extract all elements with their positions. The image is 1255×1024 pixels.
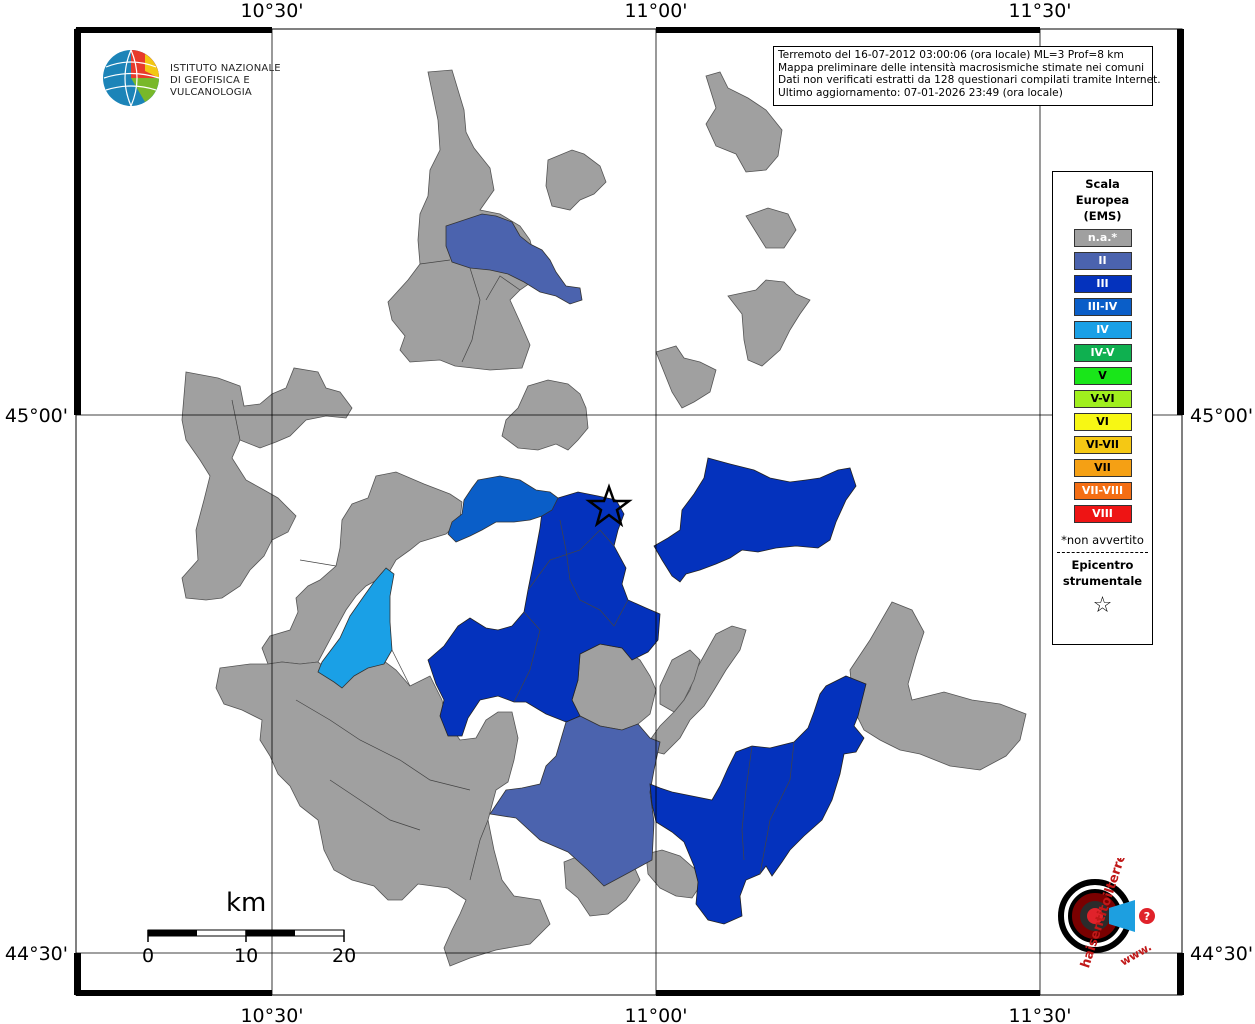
- municipalities-iv: [317, 567, 395, 689]
- legend-item: III-IV: [1073, 298, 1132, 316]
- frame-bar: [656, 990, 1040, 996]
- logo-line-2: DI GEOFISICA E VULCANOLOGIA: [170, 75, 252, 98]
- municipalities-iii: [427, 457, 867, 925]
- coord-top-1: 10°30': [240, 0, 303, 22]
- globe-icon: [103, 49, 160, 107]
- legend-item: VII: [1073, 459, 1132, 477]
- event-info-line-4: Ultimo aggiornamento: 07-01-2026 23:49 (…: [778, 86, 1063, 99]
- municipalities-ii: [445, 213, 661, 887]
- coord-bottom-3: 11°30': [1008, 1005, 1071, 1024]
- hsi-logo: ? haisentitoilterremoto.it www.: [1035, 801, 1165, 978]
- frame-bar: [74, 29, 81, 415]
- scale-bar: [147, 929, 345, 942]
- legend-item: VII-VIII: [1073, 482, 1132, 500]
- frame-bar: [656, 27, 1040, 33]
- coord-top-2: 11°00': [624, 0, 687, 22]
- scale-tick-0: 0: [142, 945, 155, 967]
- legend-item: V-VI: [1073, 390, 1132, 408]
- coord-right-2: 44°30': [1190, 943, 1253, 965]
- legend-item: IV-V: [1073, 344, 1132, 362]
- coord-bottom-1: 10°30': [240, 1005, 303, 1024]
- legend-item: VI-VII: [1073, 436, 1132, 454]
- svg-text:?: ?: [1144, 910, 1150, 923]
- frame-bar: [1177, 953, 1184, 995]
- legend-epicenter-line-1: Epicentro: [1071, 558, 1134, 572]
- frame-bar: [74, 953, 81, 995]
- municipal-boundaries: [231, 259, 795, 881]
- legend-item: VIII: [1073, 505, 1132, 523]
- logo-line-1: ISTITUTO NAZIONALE: [170, 63, 281, 74]
- scale-tick-20: 20: [332, 945, 357, 967]
- ems-legend: Scala Europea (EMS) n.a.* II III III-IV IV IV…: [1052, 171, 1153, 645]
- coord-bottom-2: 11°00': [624, 1005, 687, 1024]
- hsi-logo-graphic: ? haisentitoilterremoto.it www.: [1058, 801, 1155, 970]
- municipalities-iii-iv: [447, 475, 559, 543]
- legend-item: III: [1073, 275, 1132, 293]
- frame-bar: [1177, 29, 1184, 415]
- graticule: [76, 29, 1182, 995]
- legend-title: Scala Europea (EMS): [1053, 176, 1152, 224]
- legend-item: II: [1073, 252, 1132, 270]
- frame-bar: [76, 27, 272, 33]
- legend-item: VI: [1073, 413, 1132, 431]
- epicenter-star-icon: ☆: [1092, 593, 1113, 618]
- coord-left-2: 44°30': [5, 943, 68, 965]
- coord-left-1: 45°00': [5, 405, 68, 427]
- legend-epicenter-line-2: strumentale: [1062, 574, 1143, 588]
- legend-item: n.a.*: [1073, 229, 1132, 247]
- coord-right-1: 45°00': [1190, 405, 1253, 427]
- legend-title-line-2: Europea: [1075, 193, 1130, 207]
- legend-item: IV: [1073, 321, 1132, 339]
- coord-top-3: 11°30': [1008, 0, 1071, 22]
- legend-note: *non avvertito: [1061, 533, 1144, 547]
- event-info-box: Terremoto del 16-07-2012 03:00:06 (ora l…: [773, 46, 1161, 106]
- hsi-www: www.: [1118, 940, 1154, 968]
- event-info-line-1: Terremoto del 16-07-2012 03:00:06 (ora l…: [778, 49, 1124, 61]
- ingv-logo: ISTITUTO NAZIONALE DI GEOFISICA E VULCAN…: [101, 47, 331, 111]
- scale-tick-10: 10: [234, 945, 259, 967]
- legend-items: n.a.* II III III-IV IV IV-V V V-VI VI VI-VII VII VI…: [1053, 229, 1152, 523]
- legend-epicenter-label: Epicentro strumentale: [1053, 557, 1152, 589]
- legend-title-line-1: Scala: [1085, 177, 1120, 191]
- legend-divider: [1057, 552, 1148, 553]
- scale-unit: km: [226, 888, 267, 918]
- frame-bar: [76, 990, 272, 996]
- event-info-line-2: Mappa preliminare delle intensità macros…: [778, 61, 1145, 74]
- epicenter-star: [585, 483, 633, 528]
- event-info-line-3: Dati non verificati estratti da 128 ques…: [778, 74, 1161, 87]
- legend-item: V: [1073, 367, 1132, 385]
- legend-title-line-3: (EMS): [1083, 209, 1122, 223]
